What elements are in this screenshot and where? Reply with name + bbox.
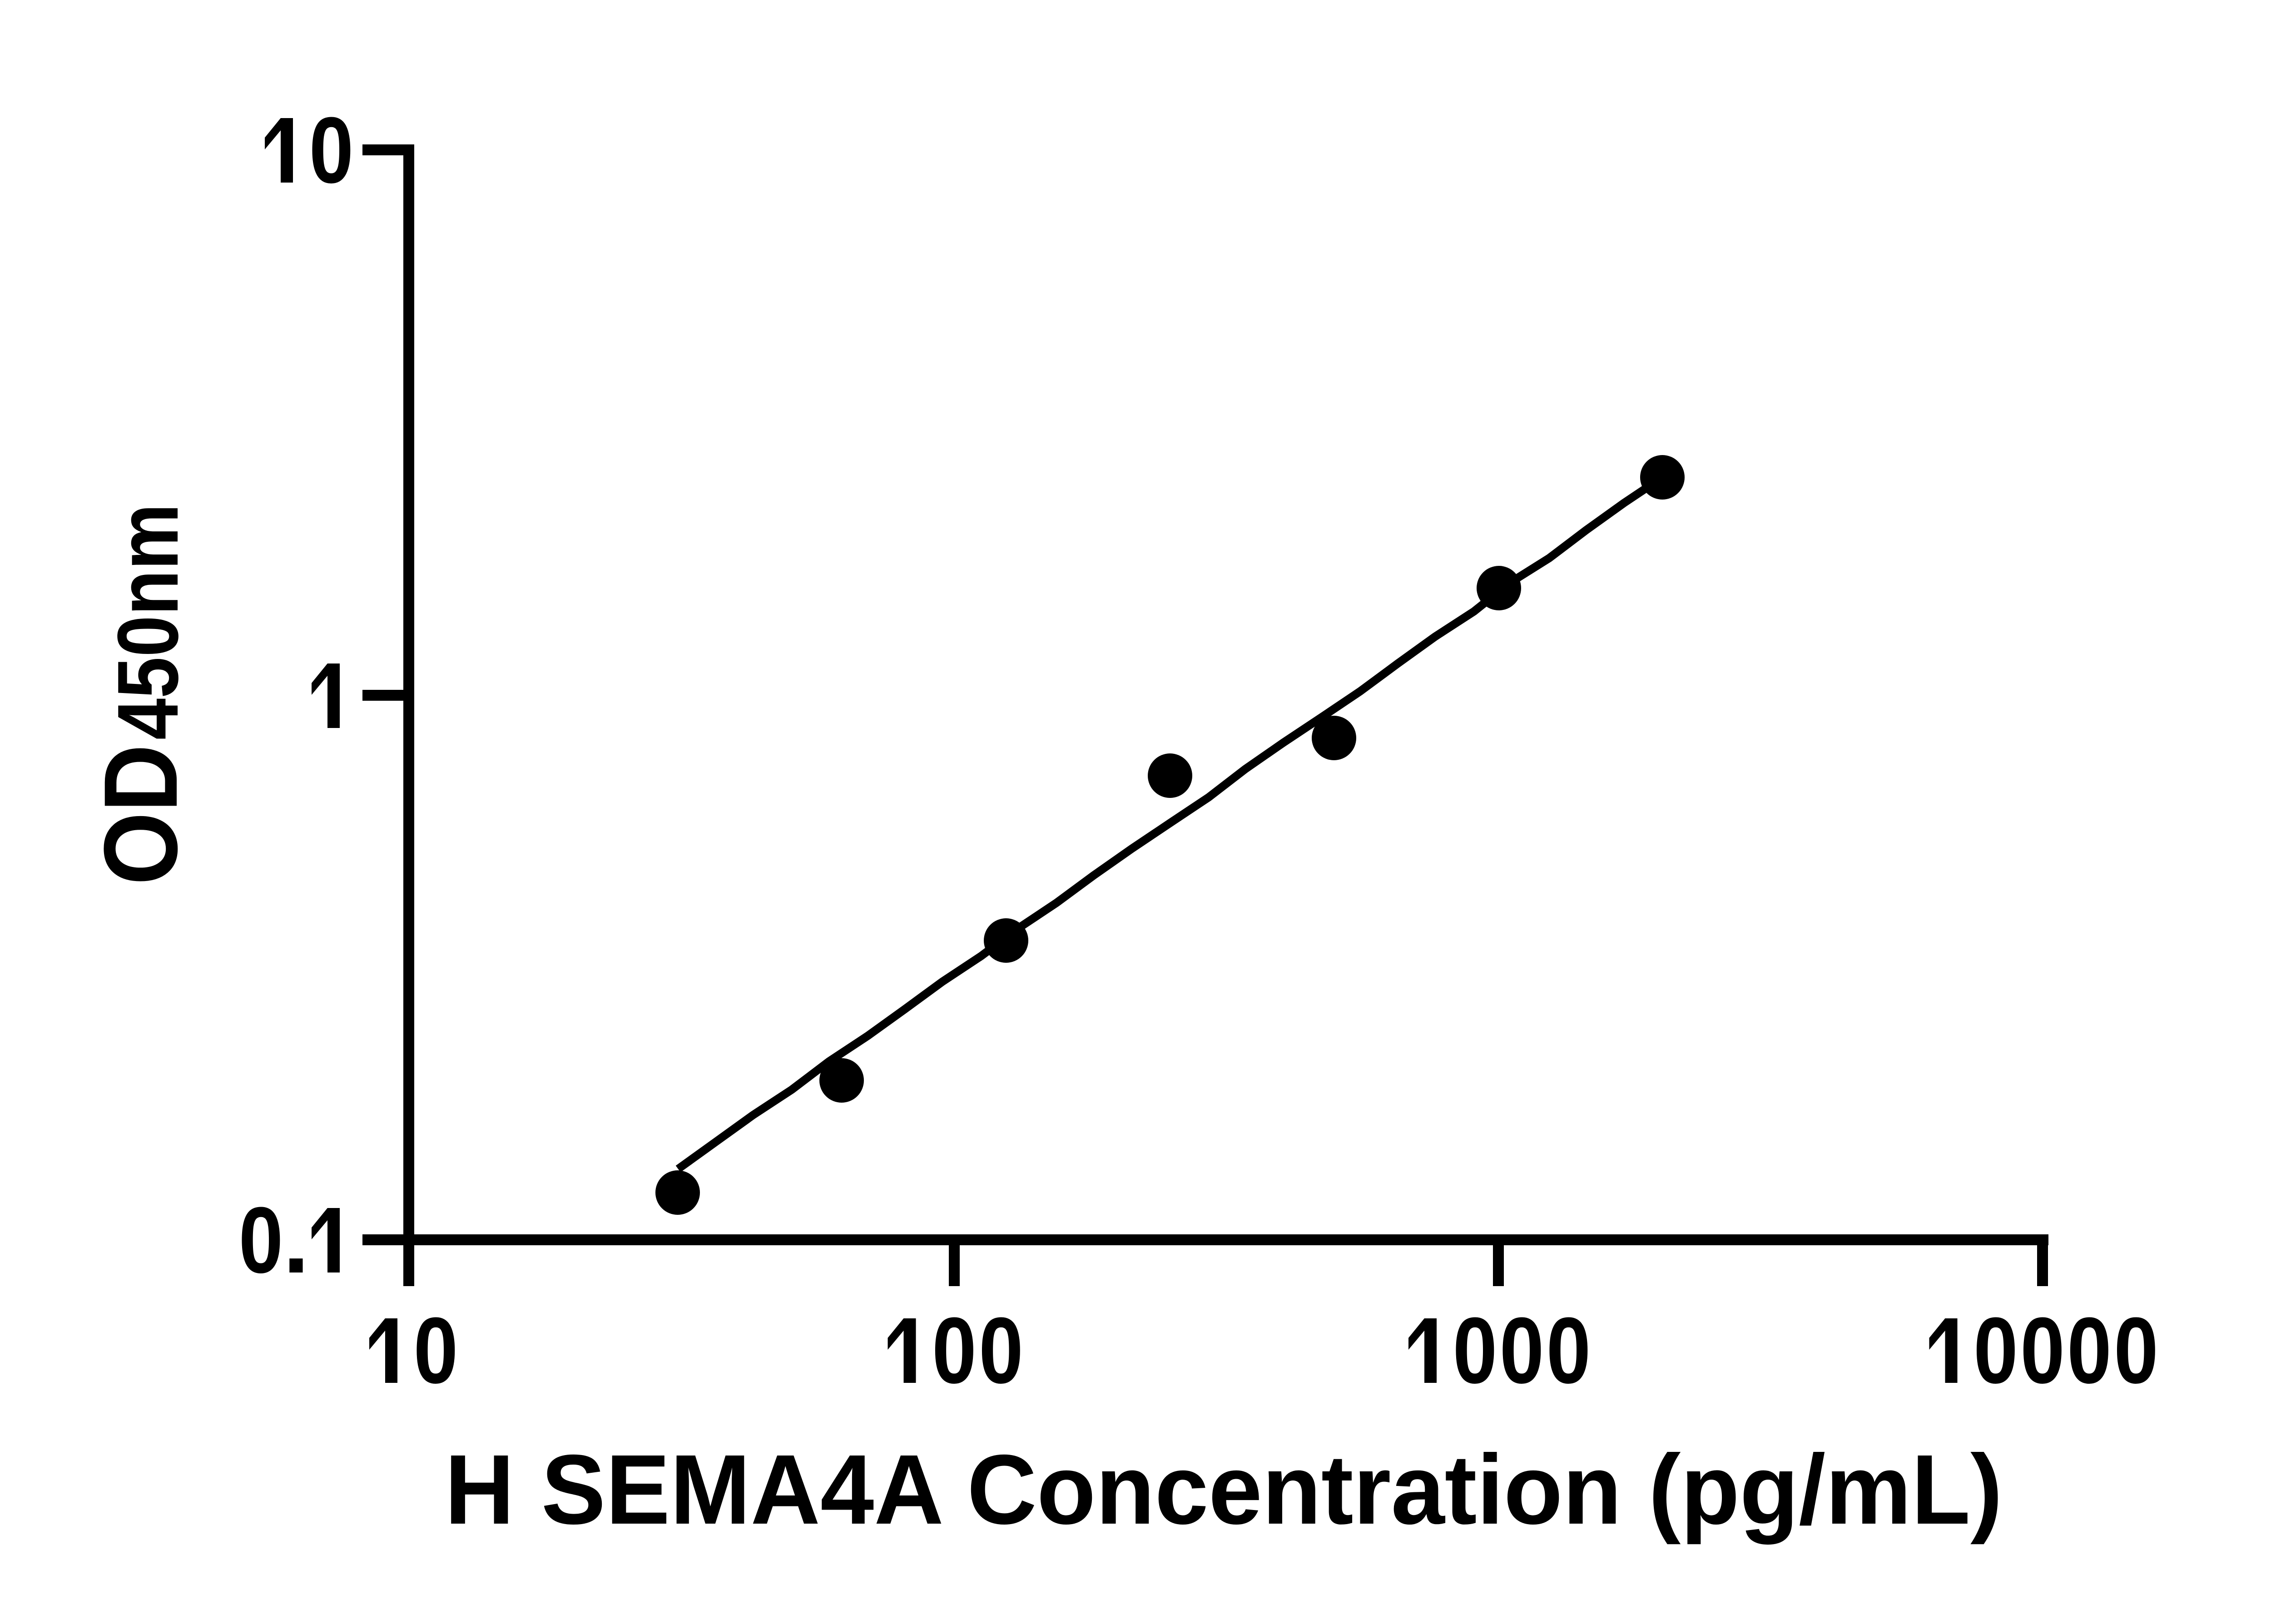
svg-text:0: 0 [1453, 1298, 1497, 1403]
svg-text:0: 0 [979, 1298, 1023, 1403]
svg-text:0: 0 [2020, 1298, 2065, 1403]
svg-text:0: 0 [239, 1188, 283, 1292]
svg-text:H SEMA4A Concentration (pg/mL): H SEMA4A Concentration (pg/mL) [445, 1435, 2003, 1545]
svg-text:0: 0 [309, 98, 354, 203]
svg-text:0: 0 [2114, 1298, 2158, 1403]
svg-text:0: 0 [414, 1298, 458, 1403]
svg-text:.: . [283, 1188, 309, 1292]
svg-text:0: 0 [1500, 1298, 1544, 1403]
svg-text:0: 0 [932, 1298, 977, 1403]
svg-text:450nm: 450nm [100, 504, 196, 740]
svg-text:0: 0 [2067, 1298, 2112, 1403]
svg-text:OD: OD [82, 744, 199, 885]
svg-text:0: 0 [1547, 1298, 1591, 1403]
svg-text:0: 0 [1973, 1298, 2018, 1403]
